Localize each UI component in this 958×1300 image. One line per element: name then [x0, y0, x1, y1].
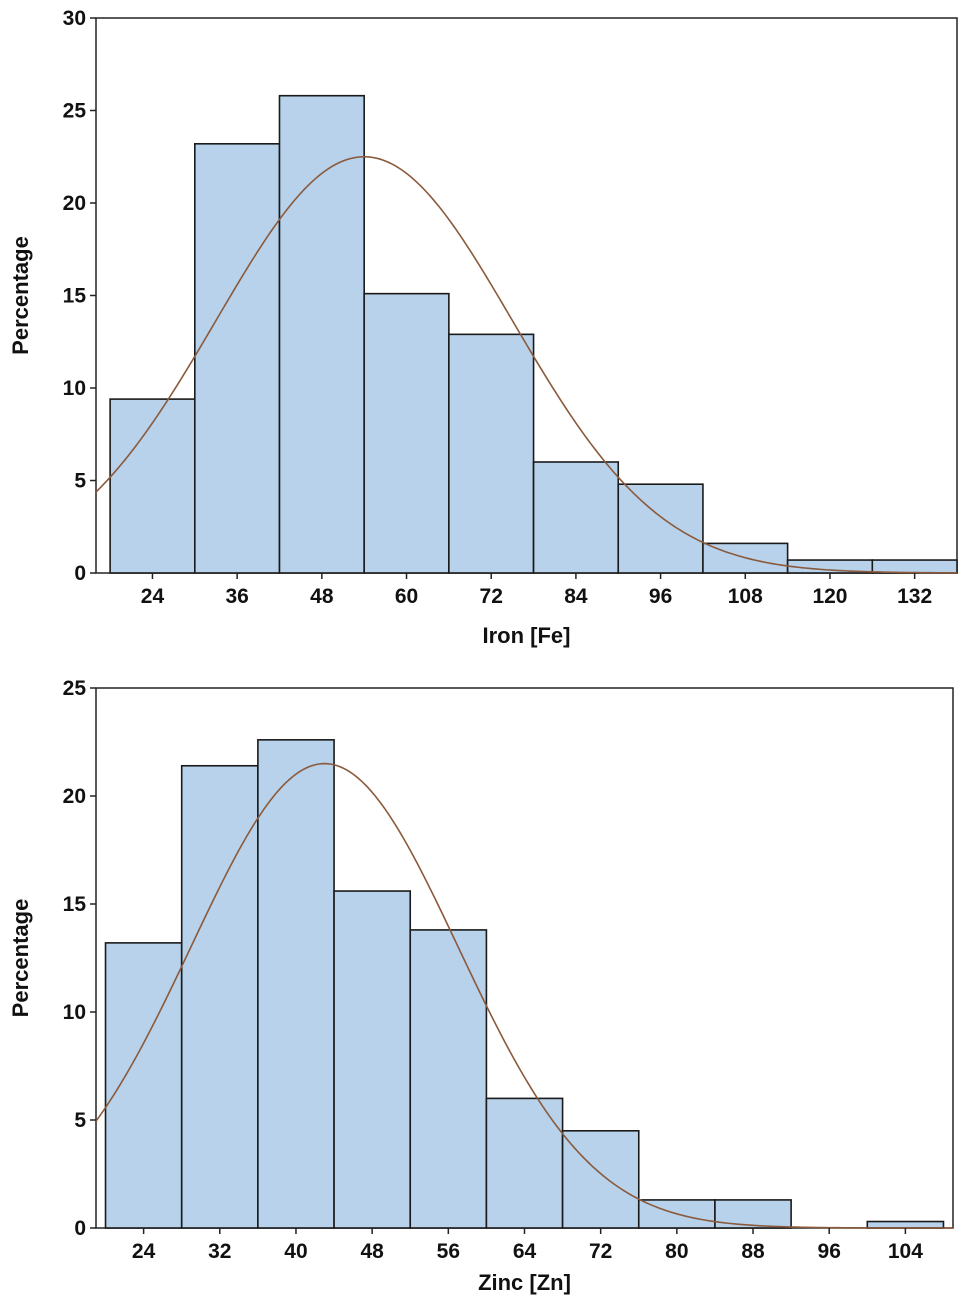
chart2-ytick-label-2: 10 [63, 1001, 86, 1024]
chart1-bar-2 [278, 94, 365, 574]
chart2-xtick-label-8: 88 [741, 1240, 765, 1263]
chart1-xtick-label-2: 48 [310, 585, 334, 608]
chart1-ytick-label-6: 30 [63, 7, 86, 30]
chart2-bar-5 [485, 1097, 564, 1229]
chart1-ytick-label-5: 25 [63, 100, 87, 123]
chart2-xtick-label-1: 32 [208, 1240, 231, 1263]
chart1-xtick-label-7: 108 [728, 585, 763, 608]
chart1-bar-9 [871, 559, 958, 574]
chart2-fit-curve [95, 762, 953, 1229]
chart1-bar-0 [109, 398, 196, 574]
chart1-xtick-label-4: 72 [480, 585, 503, 608]
chart2-bar-9 [866, 1220, 945, 1229]
chart1-y-axis-title: Percentage [8, 236, 33, 355]
chart2-bar-0 [104, 942, 183, 1229]
chart1-xtick-label-3: 60 [395, 585, 418, 608]
chart2-xtick-label-5: 64 [513, 1240, 537, 1263]
chart2-bar-3 [333, 890, 412, 1229]
chart1-xtick-label-0: 24 [141, 585, 165, 608]
chart2-xtick-label-6: 72 [589, 1240, 612, 1263]
chart2-ytick-label-4: 20 [63, 785, 86, 808]
chart2-x-axis-title: Zinc [Zn] [478, 1270, 571, 1295]
chart1-ytick-label-4: 20 [63, 192, 86, 215]
chart2-xtick-label-3: 48 [360, 1240, 384, 1263]
chart1-xtick-label-1: 36 [225, 585, 248, 608]
chart1-xtick-label-5: 84 [564, 585, 588, 608]
chart2-bar-6 [561, 1130, 640, 1229]
chart2-ytick-label-0: 0 [74, 1217, 86, 1240]
chart2-xtick-label-0: 24 [132, 1240, 156, 1263]
chart1-bar-5 [532, 461, 620, 574]
chart1-ytick-label-0: 0 [74, 562, 86, 585]
chart2-bar-1 [180, 764, 259, 1229]
chart1-bar-3 [363, 292, 450, 574]
chart2-ytick-label-1: 5 [74, 1109, 86, 1132]
chart2: 0 5 10 15 20 25 24 32 40 48 56 64 72 80 88 96 104 Zinc [Z… [8, 677, 954, 1295]
chart1-ytick-label-1: 5 [74, 470, 86, 493]
chart2-ytick-label-3: 15 [63, 893, 87, 916]
chart2-xtick-label-4: 56 [437, 1240, 460, 1263]
chart2-xtick-label-9: 96 [818, 1240, 841, 1263]
chart1-xtick-label-6: 96 [649, 585, 672, 608]
chart2-xtick-label-10: 104 [888, 1240, 923, 1263]
chart2-xtick-label-7: 80 [665, 1240, 688, 1263]
chart1-ytick-label-2: 10 [63, 377, 86, 400]
chart1-bar-4 [448, 333, 535, 574]
chart2-y-axis-title: Percentage [8, 899, 33, 1018]
chart1-fit-curve [95, 155, 958, 574]
chart1: 0 5 10 15 20 25 30 24 36 48 60 72 84 96 108 120 132 Iron … [8, 7, 958, 648]
chart1-ytick-label-3: 15 [63, 285, 87, 308]
chart1-xtick-label-9: 132 [897, 585, 932, 608]
chart2-xtick-label-2: 40 [284, 1240, 307, 1263]
chart1-x-axis-title: Iron [Fe] [483, 623, 571, 648]
chart2-bar-2 [257, 739, 335, 1229]
chart1-bar-1 [194, 143, 281, 574]
chart2-ytick-label-5: 25 [63, 677, 87, 700]
chart2-bar-4 [409, 929, 488, 1229]
chart1-bar-6 [617, 483, 704, 574]
chart1-xtick-label-8: 120 [812, 585, 847, 608]
